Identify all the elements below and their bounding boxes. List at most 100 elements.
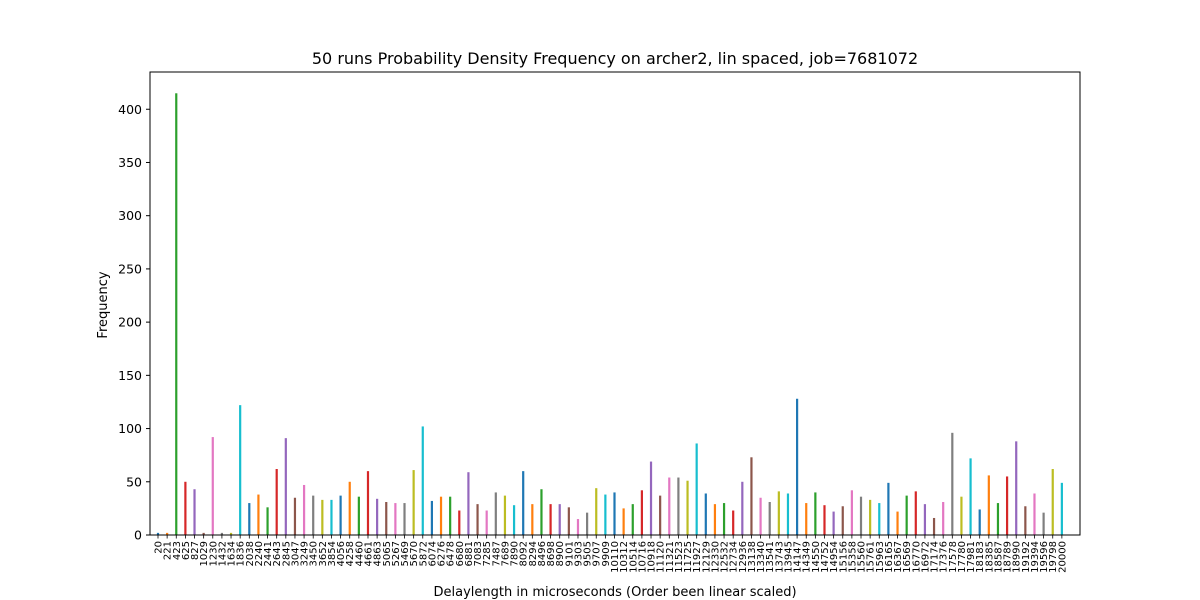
bar-13340 xyxy=(759,497,762,535)
x-tick-label: 8496 xyxy=(537,541,548,566)
x-tick-label: 3450 xyxy=(309,541,320,566)
x-tick-label: 2240 xyxy=(254,541,265,566)
x-tick-label: 5469 xyxy=(400,541,411,566)
bar-18789 xyxy=(1005,476,1009,535)
x-tick-label: 17780 xyxy=(957,541,968,573)
x-tick-label: 13340 xyxy=(756,541,767,573)
x-tick-label: 16770 xyxy=(911,541,922,573)
bar-221 xyxy=(166,532,169,535)
x-tick-label: 4258 xyxy=(345,541,356,566)
bar-6074 xyxy=(430,500,433,535)
x-tick-label: 18789 xyxy=(1003,541,1014,573)
bar-1836 xyxy=(239,405,242,535)
bar-18385 xyxy=(987,475,990,535)
bar-19798 xyxy=(1051,469,1054,535)
bar-2643 xyxy=(275,469,278,535)
bar-16972 xyxy=(923,504,927,535)
x-tick-label: 15560 xyxy=(857,541,868,573)
bar-1029 xyxy=(202,532,205,535)
x-tick-label: 18990 xyxy=(1012,541,1023,573)
x-tick-label: 15761 xyxy=(866,541,877,573)
x-tick-label: 423 xyxy=(172,541,183,560)
x-tick-label: 3047 xyxy=(290,541,301,566)
x-tick-label: 8092 xyxy=(519,541,530,566)
bar-3652 xyxy=(321,499,324,535)
x-tick-label: 9303 xyxy=(573,541,584,566)
x-tick-label: 9909 xyxy=(601,541,612,566)
x-tick-label: 14954 xyxy=(829,541,840,573)
x-tick-label: 18385 xyxy=(984,541,995,573)
x-tick-label: 6881 xyxy=(464,541,475,566)
x-tick-label: 2643 xyxy=(272,541,283,566)
x-tick-label: 4661 xyxy=(363,541,374,566)
x-tick-label: 10514 xyxy=(628,541,639,573)
x-tick-label: 17578 xyxy=(948,541,959,573)
x-tick-label: 7285 xyxy=(482,541,493,566)
bar-11321 xyxy=(668,477,671,535)
x-tick-label: 17376 xyxy=(939,541,950,573)
x-tick-label: 9101 xyxy=(564,541,575,566)
x-tick-label: 15156 xyxy=(838,541,849,573)
x-tick-label: 6478 xyxy=(446,541,457,566)
bar-3047 xyxy=(293,497,297,535)
bar-9505 xyxy=(586,512,589,535)
bar-16770 xyxy=(914,491,917,535)
x-tick-label: 1230 xyxy=(208,541,219,566)
x-tick-label: 625 xyxy=(181,541,192,560)
x-tick-label: 20 xyxy=(154,541,165,554)
bar-13945 xyxy=(786,493,790,535)
x-tick-label: 827 xyxy=(190,541,201,560)
x-tick-label: 6074 xyxy=(427,541,438,566)
x-tick-label: 5872 xyxy=(418,541,429,566)
x-tick-label: 11321 xyxy=(665,541,676,573)
y-ticks-group: 0 50 100 150 200 250 300 350 400 xyxy=(118,102,150,543)
y-tick-label: 200 xyxy=(118,315,142,330)
x-tick-label: 1432 xyxy=(217,541,228,566)
bar-8496 xyxy=(540,489,543,535)
bar-16569 xyxy=(905,495,908,535)
bar-15156 xyxy=(841,506,844,535)
bar-423 xyxy=(175,93,178,535)
bar-4863 xyxy=(376,498,379,535)
bar-14752 xyxy=(823,505,826,535)
x-tick-label: 3652 xyxy=(318,541,329,566)
x-tick-label: 5670 xyxy=(409,541,420,566)
bar-12734 xyxy=(732,510,735,535)
bar-1634 xyxy=(229,532,233,535)
x-tick-label: 5065 xyxy=(382,541,393,566)
x-tick-label: 14752 xyxy=(820,541,831,573)
x-tick-label: 13138 xyxy=(747,541,758,573)
y-tick-label: 0 xyxy=(134,528,142,543)
bar-17981 xyxy=(969,458,972,535)
chart-title: 50 runs Probability Density Frequency on… xyxy=(312,49,918,68)
bar-13743 xyxy=(777,491,780,535)
bar-7487 xyxy=(494,492,497,535)
bar-19596 xyxy=(1042,512,1045,535)
bar-16367 xyxy=(896,511,899,535)
bar-9303 xyxy=(576,519,580,535)
bar-18587 xyxy=(996,503,1000,535)
bar-10514 xyxy=(631,504,634,535)
bar-6881 xyxy=(467,472,470,535)
bar-8294 xyxy=(531,504,534,535)
x-tick-label: 11120 xyxy=(656,541,667,573)
bar-4661 xyxy=(366,471,370,535)
bar-18990 xyxy=(1015,441,1018,535)
bar-4056 xyxy=(339,495,342,535)
x-tick-label: 12330 xyxy=(710,541,721,573)
bar-11120 xyxy=(659,495,662,535)
bar-15560 xyxy=(859,496,863,535)
bar-7285 xyxy=(485,510,488,535)
x-tick-label: 10312 xyxy=(619,541,630,573)
x-tick-label: 14147 xyxy=(793,541,804,573)
x-tick-label: 221 xyxy=(163,541,174,560)
x-tick-label: 15963 xyxy=(875,541,886,573)
x-tick-label: 13743 xyxy=(774,541,785,573)
y-tick-label: 150 xyxy=(118,368,142,383)
bar-12936 xyxy=(741,481,744,535)
x-tick-label: 17981 xyxy=(966,541,977,573)
x-tick-label: 2038 xyxy=(245,541,256,566)
x-tick-label: 2441 xyxy=(263,541,274,566)
bar-3450 xyxy=(312,495,315,535)
x-tick-label: 18183 xyxy=(975,541,986,573)
